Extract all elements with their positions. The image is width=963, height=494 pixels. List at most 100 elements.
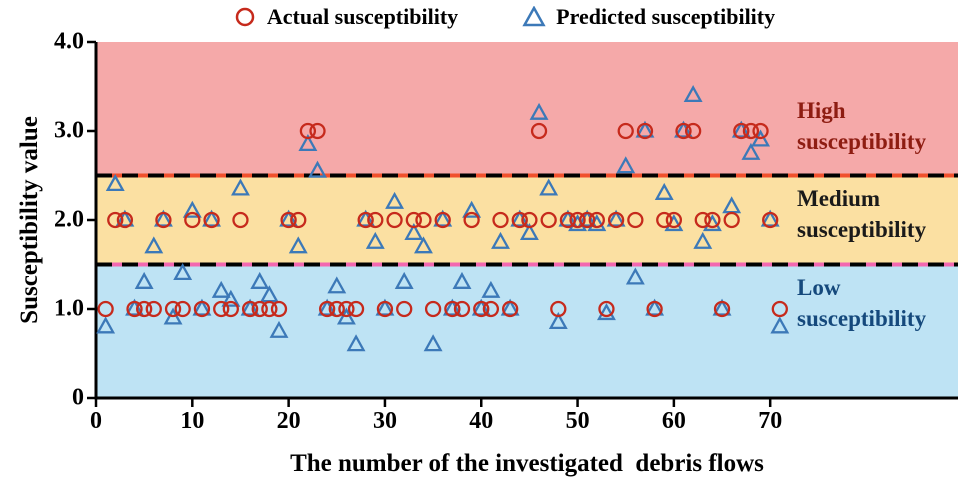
actual-point: [261, 300, 278, 318]
band-label-high-line1: High: [797, 98, 846, 123]
x-tick-label: 40: [469, 408, 494, 434]
x-tick-label: 50: [565, 408, 590, 434]
actual-point: [174, 300, 191, 318]
predicted-point: [500, 298, 520, 316]
y-tick-label: 1.0: [54, 295, 84, 322]
actual-point: [424, 300, 442, 318]
actual-point: [723, 211, 740, 229]
actual-point: [290, 211, 307, 229]
predicted-point: [770, 316, 790, 334]
actual-point: [742, 122, 760, 140]
actual-point: [386, 211, 403, 229]
actual-point: [338, 300, 355, 318]
actual-point: [155, 211, 172, 229]
band-label-medium: Medium susceptibility: [797, 183, 926, 245]
actual-point: [713, 300, 731, 318]
y-tick-label: 3.0: [54, 117, 84, 144]
predicted-point: [394, 271, 414, 289]
actual-point: [97, 300, 114, 318]
actual-point: [347, 300, 365, 318]
actual-point: [319, 300, 336, 318]
x-tick-label: 10: [180, 408, 205, 434]
predicted-point: [414, 236, 433, 254]
actual-point: [752, 122, 769, 140]
actual-point: [213, 300, 230, 318]
legend: Actual susceptibility Predicted suscepti…: [0, 4, 963, 30]
predicted-point: [298, 133, 318, 151]
predicted-point: [635, 120, 655, 138]
predicted-point: [231, 178, 250, 196]
actual-point: [762, 211, 779, 229]
actual-point: [126, 300, 143, 318]
x-tick-label: 60: [661, 408, 686, 434]
band-label-low-line2: susceptibility: [797, 306, 927, 331]
actual-point: [588, 211, 605, 229]
actual-point: [241, 300, 259, 318]
predicted-point: [153, 209, 173, 227]
actual-point: [116, 211, 134, 229]
predicted-point: [539, 178, 559, 196]
predicted-point: [693, 231, 713, 249]
x-axis-title: The number of the investigated debris fl…: [290, 450, 764, 477]
predicted-point: [760, 209, 780, 227]
predicted-point: [606, 209, 626, 227]
actual-point: [203, 211, 220, 229]
predicted-point: [404, 222, 424, 240]
actual-point: [656, 211, 673, 229]
predicted-point: [269, 320, 289, 338]
actual-point: [550, 300, 567, 318]
predicted-point: [182, 200, 202, 218]
y-axis-title: Susceptibility value: [16, 116, 43, 324]
actual-point: [405, 211, 422, 229]
y-tick-label: 0: [72, 384, 84, 411]
actual-point: [530, 122, 548, 140]
actual-point: [771, 300, 788, 318]
actual-point: [396, 300, 413, 318]
actual-point: [164, 300, 182, 318]
predicted-point: [144, 236, 164, 254]
predicted-point: [288, 236, 308, 254]
predicted-point: [173, 263, 193, 281]
actual-point: [617, 122, 634, 140]
predicted-point: [385, 191, 405, 209]
actual-point: [270, 300, 288, 318]
predicted-point: [346, 334, 366, 352]
actual-point: [511, 211, 528, 229]
x-tick-label: 70: [758, 408, 783, 434]
legend-label-predicted: Predicted susceptibility: [556, 4, 776, 29]
predicted-point: [654, 182, 674, 200]
actual-point: [222, 300, 239, 318]
actual-point: [107, 211, 124, 229]
band-label-high-line2: susceptibility: [797, 129, 927, 154]
band-label-low: Low susceptibility: [797, 272, 926, 334]
predicted-point: [519, 222, 539, 240]
actual-point: [463, 211, 480, 229]
actual-point: [492, 211, 509, 229]
actual-point: [299, 122, 317, 140]
predicted-point: [462, 200, 482, 218]
actual-point: [145, 300, 162, 318]
predicted-point: [375, 298, 395, 316]
legend-item-predicted: Predicted susceptibility: [522, 4, 775, 30]
actual-point: [559, 211, 577, 229]
predicted-point: [163, 307, 183, 325]
predicted-point: [741, 142, 761, 160]
predicted-point: [365, 231, 385, 249]
actual-point: [473, 300, 490, 318]
predicted-point: [250, 271, 270, 289]
actual-point: [357, 211, 374, 229]
band-label-medium-line1: Medium: [797, 186, 881, 211]
predicted-point: [645, 298, 665, 316]
predicted-point: [433, 209, 453, 227]
actual-point: [193, 300, 211, 318]
actual-point: [675, 122, 692, 140]
predicted-point: [327, 276, 347, 294]
predicted-point: [202, 209, 222, 227]
actual-point: [501, 300, 519, 318]
actual-point: [540, 211, 557, 229]
actual-point: [444, 300, 461, 318]
x-tick-label: 20: [276, 408, 301, 434]
predicted-point: [134, 271, 154, 289]
